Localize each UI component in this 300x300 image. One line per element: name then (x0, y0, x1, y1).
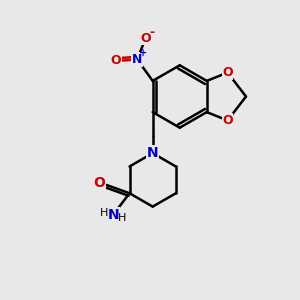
Text: -: - (149, 26, 155, 39)
Text: H: H (118, 213, 126, 223)
Text: N: N (147, 146, 158, 160)
Text: O: O (93, 176, 105, 190)
Text: H: H (100, 208, 109, 218)
Text: +: + (139, 48, 147, 58)
Text: N: N (132, 53, 142, 66)
Text: O: O (140, 32, 151, 45)
Text: O: O (110, 55, 121, 68)
Text: O: O (222, 114, 233, 127)
Text: N: N (107, 208, 119, 222)
Text: O: O (222, 66, 233, 79)
